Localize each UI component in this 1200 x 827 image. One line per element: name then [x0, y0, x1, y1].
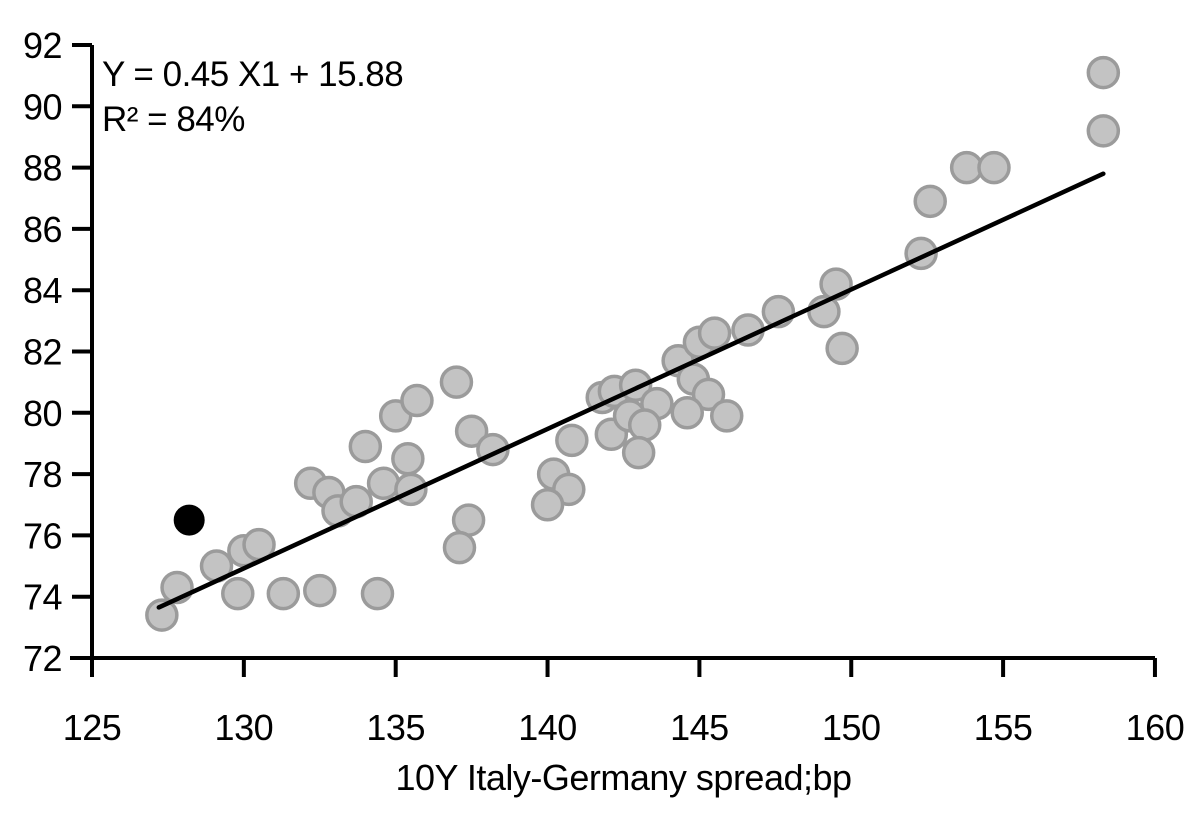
data-point: [691, 377, 726, 412]
highlighted-data-point: [173, 504, 205, 536]
y-tick-label: 76: [23, 515, 62, 556]
data-point: [348, 429, 383, 464]
x-tick-label: 135: [366, 707, 425, 748]
y-tick-label: 74: [23, 577, 62, 618]
x-tick-label: 125: [63, 707, 122, 748]
data-point: [451, 503, 486, 537]
data-point: [949, 150, 984, 185]
x-tick-label: 160: [1126, 707, 1185, 748]
data-point: [530, 488, 565, 522]
data-point: [621, 435, 656, 470]
data-point: [709, 399, 744, 433]
data-point: [400, 383, 434, 418]
x-tick-label: 155: [974, 707, 1033, 748]
data-point: [1086, 114, 1121, 148]
y-tick-label: 88: [23, 148, 62, 189]
data-point: [360, 576, 395, 611]
data-point: [439, 365, 474, 399]
data-point: [366, 466, 401, 501]
regression-annotation: Y = 0.45 X1 + 15.88 R² = 84%: [102, 52, 404, 142]
y-tick-label: 78: [23, 454, 62, 495]
data-point: [391, 442, 425, 476]
data-point: [454, 414, 489, 448]
data-point: [221, 576, 255, 611]
y-tick-label: 86: [23, 209, 62, 250]
data-point: [825, 331, 859, 366]
data-point: [627, 408, 662, 442]
y-tick-label: 82: [23, 332, 62, 373]
x-tick-label: 150: [822, 707, 881, 748]
data-point: [555, 423, 589, 458]
data-point: [977, 150, 1011, 185]
data-point: [697, 316, 732, 350]
x-tick-label: 140: [518, 707, 577, 748]
trend-line: [156, 171, 1106, 610]
data-point: [913, 184, 947, 219]
y-tick-label: 80: [23, 393, 62, 434]
x-axis-title: 10Y Italy-Germany spread;bp: [395, 757, 852, 798]
y-tick-label: 90: [23, 86, 62, 127]
y-tick-label: 72: [23, 638, 62, 679]
x-tick-label: 130: [215, 707, 274, 748]
data-point: [303, 573, 337, 608]
data-point: [145, 598, 179, 632]
data-point: [266, 576, 301, 611]
y-tick-label: 92: [23, 25, 62, 66]
y-tick-label: 84: [23, 270, 62, 311]
data-point: [1086, 55, 1121, 90]
data-point: [442, 530, 477, 565]
r-squared-label: R² = 84%: [102, 100, 245, 139]
regression-equation: Y = 0.45 X1 + 15.88: [102, 55, 404, 94]
x-tick-label: 145: [670, 707, 729, 748]
data-point: [670, 396, 705, 430]
